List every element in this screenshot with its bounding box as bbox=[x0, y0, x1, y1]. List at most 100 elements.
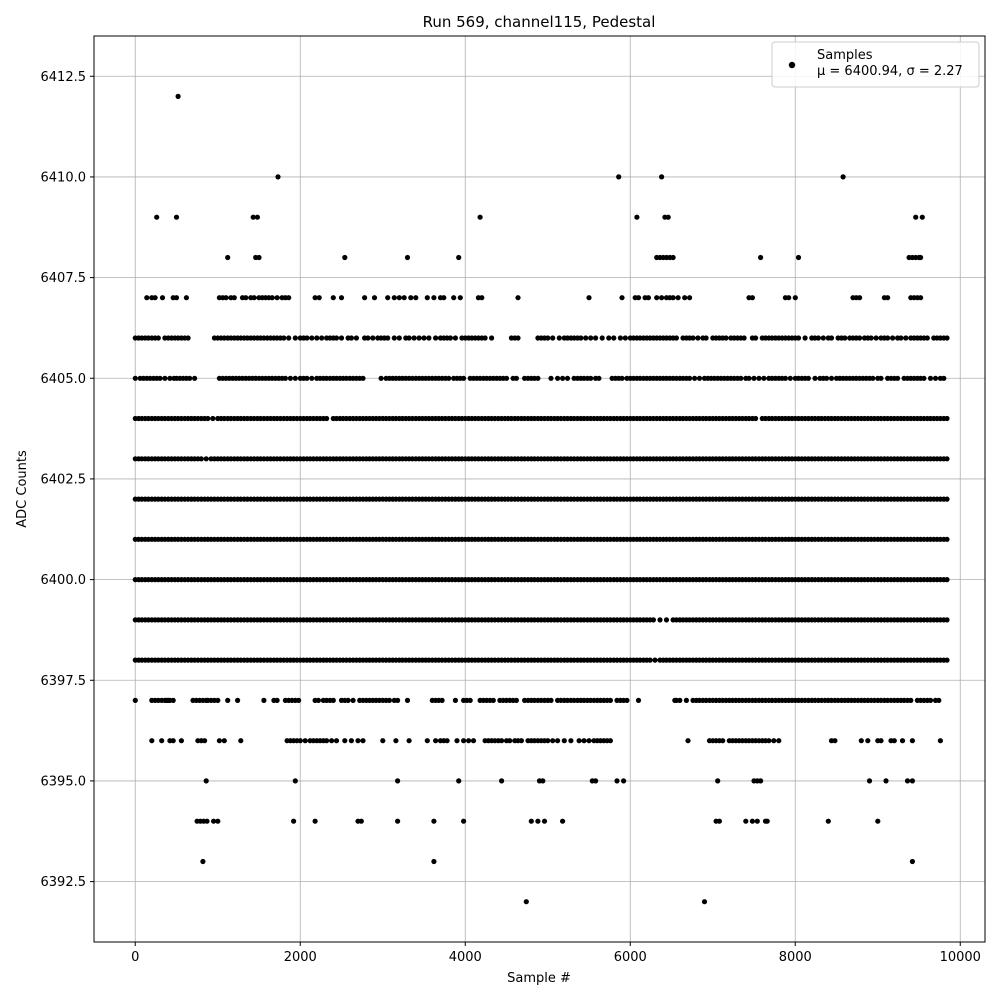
data-point bbox=[695, 335, 701, 341]
data-point bbox=[858, 738, 864, 744]
data-point bbox=[424, 738, 430, 744]
data-point bbox=[820, 335, 826, 341]
data-point bbox=[507, 738, 513, 744]
data-point bbox=[404, 697, 411, 704]
data-point bbox=[401, 295, 407, 301]
data-point bbox=[287, 375, 293, 381]
x-tick-label: 10000 bbox=[940, 950, 981, 965]
data-point bbox=[555, 738, 561, 744]
data-point bbox=[764, 818, 770, 824]
data-point bbox=[360, 375, 366, 381]
data-point bbox=[548, 697, 554, 704]
data-point bbox=[581, 738, 587, 744]
data-point bbox=[235, 697, 241, 704]
data-point bbox=[324, 415, 330, 422]
data-point bbox=[898, 335, 904, 341]
data-point bbox=[452, 697, 458, 704]
data-point bbox=[490, 697, 496, 704]
data-point bbox=[792, 295, 798, 301]
data-point bbox=[528, 818, 534, 824]
data-point bbox=[291, 818, 297, 824]
data-point bbox=[824, 375, 830, 381]
data-point bbox=[386, 697, 392, 704]
data-point bbox=[828, 335, 835, 341]
y-tick-label: 6412.5 bbox=[41, 70, 87, 85]
data-point bbox=[250, 214, 256, 220]
data-point bbox=[152, 295, 158, 301]
data-point bbox=[904, 778, 911, 784]
data-point bbox=[461, 375, 467, 381]
data-point bbox=[281, 335, 287, 341]
data-point bbox=[304, 375, 310, 381]
data-point bbox=[941, 375, 947, 381]
data-point bbox=[645, 295, 652, 301]
y-tick-label: 6402.5 bbox=[41, 472, 87, 487]
data-point bbox=[703, 335, 709, 341]
data-point bbox=[865, 738, 871, 744]
data-point bbox=[198, 456, 204, 462]
data-point bbox=[599, 335, 605, 341]
data-point bbox=[155, 335, 161, 341]
data-point bbox=[815, 335, 822, 341]
data-point bbox=[786, 295, 792, 301]
data-point bbox=[515, 295, 521, 301]
data-point bbox=[756, 375, 762, 381]
data-point bbox=[312, 818, 318, 824]
y-tick-label: 6392.5 bbox=[41, 875, 87, 890]
data-point bbox=[173, 295, 180, 301]
data-point bbox=[324, 738, 330, 744]
data-point bbox=[670, 254, 676, 261]
data-point bbox=[202, 738, 208, 744]
data-point bbox=[261, 697, 267, 704]
data-point bbox=[607, 697, 614, 704]
data-point bbox=[456, 254, 462, 261]
data-point bbox=[461, 738, 467, 744]
data-point bbox=[431, 858, 437, 865]
data-point bbox=[424, 295, 430, 301]
data-point bbox=[370, 335, 376, 341]
data-point bbox=[406, 335, 412, 341]
data-point bbox=[378, 375, 384, 381]
data-point bbox=[393, 738, 399, 744]
data-point bbox=[173, 214, 180, 220]
data-point bbox=[416, 335, 422, 341]
data-point bbox=[170, 738, 176, 744]
data-point bbox=[832, 738, 838, 744]
data-point bbox=[503, 375, 510, 381]
data-point bbox=[385, 295, 391, 301]
data-point bbox=[286, 295, 292, 301]
data-point bbox=[716, 818, 723, 824]
data-point bbox=[216, 738, 222, 744]
data-point bbox=[348, 738, 354, 744]
data-point bbox=[144, 295, 150, 301]
data-point bbox=[766, 738, 772, 744]
data-point bbox=[404, 254, 411, 261]
data-point bbox=[183, 295, 189, 301]
data-point bbox=[550, 738, 556, 744]
data-point bbox=[924, 335, 930, 341]
data-point bbox=[919, 214, 925, 220]
data-point bbox=[663, 617, 670, 623]
data-point bbox=[812, 375, 818, 381]
data-point bbox=[701, 899, 708, 905]
data-point bbox=[360, 738, 366, 744]
data-point bbox=[132, 697, 138, 704]
data-point bbox=[675, 295, 681, 301]
chart-title: Run 569, channel115, Pedestal bbox=[423, 13, 656, 31]
data-point bbox=[758, 254, 764, 261]
legend: Samples μ = 6400.94, σ = 2.27 bbox=[771, 41, 980, 88]
data-point bbox=[825, 818, 831, 824]
data-point bbox=[596, 375, 602, 381]
data-point bbox=[878, 738, 884, 744]
y-tick-label: 6397.5 bbox=[41, 674, 87, 689]
data-point bbox=[461, 818, 467, 824]
data-point bbox=[619, 295, 625, 301]
x-tick-label: 4000 bbox=[449, 950, 482, 965]
data-point bbox=[555, 375, 561, 381]
data-point bbox=[870, 375, 876, 381]
data-point bbox=[225, 254, 231, 261]
data-point bbox=[159, 738, 165, 744]
data-point bbox=[489, 335, 495, 341]
data-point bbox=[682, 295, 688, 301]
data-point bbox=[187, 375, 193, 381]
